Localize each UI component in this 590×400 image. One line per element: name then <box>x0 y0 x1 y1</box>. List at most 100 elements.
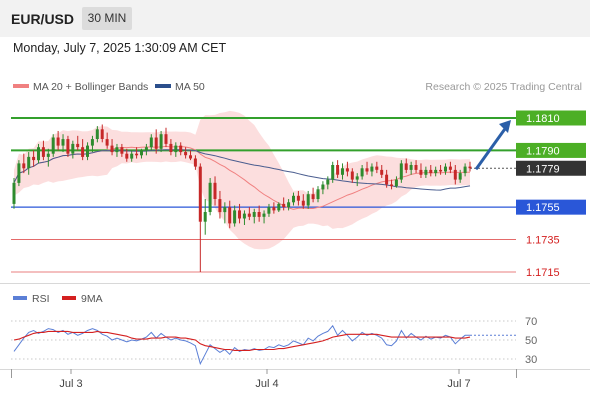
candle-body <box>203 212 207 222</box>
candle <box>282 197 286 211</box>
candle-body <box>37 147 40 161</box>
candle-body <box>399 163 403 180</box>
candle <box>434 166 438 177</box>
candle <box>198 163 202 272</box>
candle-body <box>105 139 109 146</box>
candle <box>262 210 266 224</box>
candle-body <box>247 213 251 217</box>
candle <box>90 135 94 153</box>
candle <box>174 142 178 157</box>
candle <box>419 163 423 178</box>
candle <box>32 150 36 167</box>
price-level-label-4: 1.1735 <box>526 235 560 247</box>
candle <box>257 205 261 222</box>
candle-body <box>434 169 438 174</box>
rsi-tick-label-0: 70 <box>525 316 537 328</box>
candle <box>184 147 188 159</box>
candle <box>341 163 344 180</box>
candle <box>360 165 364 180</box>
candle-body <box>341 168 344 175</box>
candle <box>115 143 119 157</box>
candle-body <box>262 213 266 217</box>
candle-body <box>272 207 276 211</box>
candle <box>370 163 374 177</box>
candle <box>448 161 452 174</box>
timeframe-button[interactable]: 30 MIN <box>82 7 132 30</box>
candle <box>81 139 85 161</box>
bollinger-band-area <box>14 110 470 250</box>
candle <box>463 163 467 177</box>
legend-swatch-ma50 <box>155 84 171 88</box>
candle <box>336 160 340 178</box>
rsi-tick-label-2: 30 <box>525 354 537 366</box>
candle-body <box>429 169 433 174</box>
current-price-badge <box>516 160 586 176</box>
candle <box>292 192 295 206</box>
candle-body <box>76 143 80 148</box>
candle-body <box>81 147 85 157</box>
candle-body <box>17 163 21 183</box>
candle-body <box>331 165 335 180</box>
candle <box>179 142 183 156</box>
rsi-9ma-line <box>13 330 471 351</box>
candle-body <box>414 165 418 170</box>
candle-body <box>311 194 315 200</box>
candle-body <box>404 163 408 170</box>
x-tick-label-1: Jul 4 <box>255 378 278 390</box>
candle <box>296 190 300 206</box>
candle <box>394 176 398 188</box>
candle-body <box>61 139 65 146</box>
candle <box>51 134 55 157</box>
candle-body <box>444 166 447 172</box>
candle <box>213 176 217 206</box>
candle-body <box>27 156 31 169</box>
candle <box>321 181 325 195</box>
candle <box>159 130 163 153</box>
price-badge-label-0: 1.1810 <box>526 113 560 125</box>
legend-label-ma20: MA 20 + Bollinger Bands <box>33 81 148 93</box>
candle <box>429 165 433 177</box>
candle <box>238 203 241 224</box>
price-badge-label-3: 1.1755 <box>526 202 560 214</box>
projection-arrow <box>474 125 509 171</box>
candle <box>375 161 379 174</box>
candle-body <box>149 137 153 148</box>
candle <box>86 142 89 161</box>
candle-body <box>306 194 310 206</box>
candle-body <box>394 179 398 187</box>
candle-body <box>164 134 168 144</box>
candle <box>453 165 457 185</box>
x-tick-label-0: Jul 3 <box>59 378 82 390</box>
candle <box>414 160 418 174</box>
ma50-line <box>13 149 471 191</box>
candle-body <box>193 158 197 167</box>
price-level-label-5: 1.1715 <box>526 267 560 279</box>
candle-body <box>424 169 428 175</box>
candle <box>22 153 26 174</box>
candle <box>100 124 104 143</box>
candle-body <box>130 153 134 159</box>
candle-body <box>46 153 50 157</box>
candle-body <box>115 147 119 153</box>
candle <box>12 177 16 209</box>
candle <box>311 187 315 203</box>
candle-body <box>154 137 158 149</box>
x-tick-label-2: Jul 7 <box>447 378 470 390</box>
candle-body <box>321 184 325 190</box>
symbol-label: EUR/USD <box>11 11 75 27</box>
candle <box>120 143 124 157</box>
candle <box>208 177 212 216</box>
candle-body <box>12 182 16 204</box>
candle-body <box>179 145 183 153</box>
candle <box>306 190 310 209</box>
candle-body <box>252 212 256 217</box>
candle <box>125 148 129 162</box>
legend-swatch-rsi <box>13 296 27 300</box>
candle-body <box>468 166 472 169</box>
candle <box>110 139 114 156</box>
candle <box>468 161 472 172</box>
candle-body <box>144 147 148 151</box>
legend-label-ma50: MA 50 <box>175 81 205 93</box>
candle <box>404 158 408 174</box>
